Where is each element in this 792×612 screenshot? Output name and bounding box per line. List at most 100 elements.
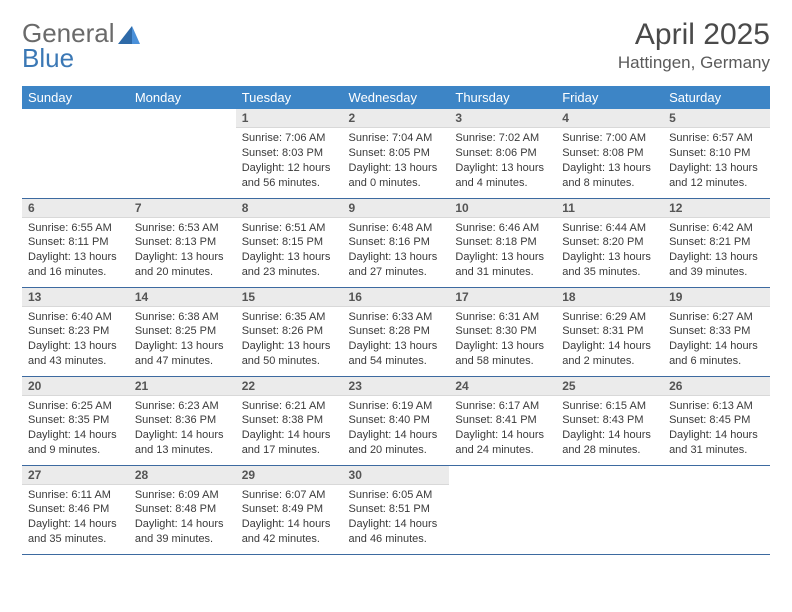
day-details: Sunrise: 6:46 AMSunset: 8:18 PMDaylight:… (449, 218, 556, 283)
day-details: Sunrise: 6:05 AMSunset: 8:51 PMDaylight:… (343, 485, 450, 550)
day-number: 6 (22, 199, 129, 218)
sunrise-text: Sunrise: 6:29 AM (562, 310, 657, 325)
calendar-cell: 11Sunrise: 6:44 AMSunset: 8:20 PMDayligh… (556, 198, 663, 286)
day-number: 17 (449, 288, 556, 307)
sunrise-text: Sunrise: 7:06 AM (242, 131, 337, 146)
day-details: Sunrise: 7:06 AMSunset: 8:03 PMDaylight:… (236, 128, 343, 193)
day-details: Sunrise: 6:27 AMSunset: 8:33 PMDaylight:… (663, 307, 770, 372)
daylight-text: and 54 minutes. (349, 354, 444, 369)
day-number: 10 (449, 199, 556, 218)
day-details: Sunrise: 6:51 AMSunset: 8:15 PMDaylight:… (236, 218, 343, 283)
day-details: Sunrise: 6:11 AMSunset: 8:46 PMDaylight:… (22, 485, 129, 550)
daylight-text: and 39 minutes. (135, 532, 230, 547)
sunset-text: Sunset: 8:21 PM (669, 235, 764, 250)
daylight-text: and 16 minutes. (28, 265, 123, 280)
calendar-cell: 12Sunrise: 6:42 AMSunset: 8:21 PMDayligh… (663, 198, 770, 286)
day-details: Sunrise: 6:25 AMSunset: 8:35 PMDaylight:… (22, 396, 129, 461)
sunrise-text: Sunrise: 6:57 AM (669, 131, 764, 146)
daylight-text: and 20 minutes. (349, 443, 444, 458)
day-details: Sunrise: 6:09 AMSunset: 8:48 PMDaylight:… (129, 485, 236, 550)
daylight-text: Daylight: 14 hours (242, 517, 337, 532)
day-details: Sunrise: 6:15 AMSunset: 8:43 PMDaylight:… (556, 396, 663, 461)
sunset-text: Sunset: 8:28 PM (349, 324, 444, 339)
sunset-text: Sunset: 8:10 PM (669, 146, 764, 161)
sunset-text: Sunset: 8:06 PM (455, 146, 550, 161)
calendar-cell: 27Sunrise: 6:11 AMSunset: 8:46 PMDayligh… (22, 465, 129, 553)
day-header: Sunday (22, 86, 129, 109)
daylight-text: and 4 minutes. (455, 176, 550, 191)
day-details: Sunrise: 6:33 AMSunset: 8:28 PMDaylight:… (343, 307, 450, 372)
daylight-text: Daylight: 14 hours (669, 339, 764, 354)
sunrise-text: Sunrise: 6:07 AM (242, 488, 337, 503)
daylight-text: and 23 minutes. (242, 265, 337, 280)
day-number: 1 (236, 109, 343, 128)
sunset-text: Sunset: 8:13 PM (135, 235, 230, 250)
calendar-cell: 3Sunrise: 7:02 AMSunset: 8:06 PMDaylight… (449, 109, 556, 197)
calendar-cell: 1Sunrise: 7:06 AMSunset: 8:03 PMDaylight… (236, 109, 343, 197)
sunrise-text: Sunrise: 6:42 AM (669, 221, 764, 236)
day-number: 8 (236, 199, 343, 218)
day-number: 14 (129, 288, 236, 307)
daylight-text: Daylight: 13 hours (135, 250, 230, 265)
sunset-text: Sunset: 8:48 PM (135, 502, 230, 517)
daylight-text: Daylight: 13 hours (455, 339, 550, 354)
sunset-text: Sunset: 8:49 PM (242, 502, 337, 517)
day-details: Sunrise: 6:44 AMSunset: 8:20 PMDaylight:… (556, 218, 663, 283)
calendar-cell: 23Sunrise: 6:19 AMSunset: 8:40 PMDayligh… (343, 376, 450, 464)
location-label: Hattingen, Germany (618, 53, 770, 73)
day-header: Monday (129, 86, 236, 109)
sunset-text: Sunset: 8:51 PM (349, 502, 444, 517)
sunset-text: Sunset: 8:25 PM (135, 324, 230, 339)
sunrise-text: Sunrise: 6:11 AM (28, 488, 123, 503)
sunset-text: Sunset: 8:23 PM (28, 324, 123, 339)
daylight-text: and 58 minutes. (455, 354, 550, 369)
calendar-cell: 21Sunrise: 6:23 AMSunset: 8:36 PMDayligh… (129, 376, 236, 464)
daylight-text: Daylight: 14 hours (562, 339, 657, 354)
day-details: Sunrise: 6:48 AMSunset: 8:16 PMDaylight:… (343, 218, 450, 283)
day-number: 18 (556, 288, 663, 307)
daylight-text: Daylight: 14 hours (28, 517, 123, 532)
day-details: Sunrise: 7:02 AMSunset: 8:06 PMDaylight:… (449, 128, 556, 193)
calendar-cell: 2Sunrise: 7:04 AMSunset: 8:05 PMDaylight… (343, 109, 450, 197)
sunset-text: Sunset: 8:35 PM (28, 413, 123, 428)
day-details: Sunrise: 6:31 AMSunset: 8:30 PMDaylight:… (449, 307, 556, 372)
daylight-text: Daylight: 13 hours (669, 161, 764, 176)
calendar-cell: 20Sunrise: 6:25 AMSunset: 8:35 PMDayligh… (22, 376, 129, 464)
day-details: Sunrise: 6:07 AMSunset: 8:49 PMDaylight:… (236, 485, 343, 550)
daylight-text: Daylight: 13 hours (242, 250, 337, 265)
day-number: 13 (22, 288, 129, 307)
daylight-text: and 24 minutes. (455, 443, 550, 458)
daylight-text: Daylight: 12 hours (242, 161, 337, 176)
calendar-document: GeneralBlue April 2025 Hattingen, German… (0, 0, 792, 573)
calendar-cell: 19Sunrise: 6:27 AMSunset: 8:33 PMDayligh… (663, 287, 770, 375)
day-number: 21 (129, 377, 236, 396)
calendar-week: 6Sunrise: 6:55 AMSunset: 8:11 PMDaylight… (22, 198, 770, 286)
day-number: 5 (663, 109, 770, 128)
sunrise-text: Sunrise: 7:00 AM (562, 131, 657, 146)
daylight-text: Daylight: 14 hours (349, 428, 444, 443)
day-header: Wednesday (343, 86, 450, 109)
daylight-text: and 43 minutes. (28, 354, 123, 369)
daylight-text: and 35 minutes. (562, 265, 657, 280)
day-number: 29 (236, 466, 343, 485)
day-details: Sunrise: 6:21 AMSunset: 8:38 PMDaylight:… (236, 396, 343, 461)
calendar-week: 13Sunrise: 6:40 AMSunset: 8:23 PMDayligh… (22, 287, 770, 375)
daylight-text: Daylight: 13 hours (562, 161, 657, 176)
day-number: 27 (22, 466, 129, 485)
day-number: 25 (556, 377, 663, 396)
calendar-week: 27Sunrise: 6:11 AMSunset: 8:46 PMDayligh… (22, 465, 770, 553)
day-header: Friday (556, 86, 663, 109)
sunset-text: Sunset: 8:31 PM (562, 324, 657, 339)
day-number: 4 (556, 109, 663, 128)
day-header: Tuesday (236, 86, 343, 109)
calendar-cell (449, 465, 556, 553)
page-title: April 2025 (618, 18, 770, 51)
day-number: 24 (449, 377, 556, 396)
sunrise-text: Sunrise: 7:04 AM (349, 131, 444, 146)
sunrise-text: Sunrise: 6:23 AM (135, 399, 230, 414)
daylight-text: Daylight: 14 hours (28, 428, 123, 443)
day-details: Sunrise: 6:29 AMSunset: 8:31 PMDaylight:… (556, 307, 663, 372)
calendar-cell: 9Sunrise: 6:48 AMSunset: 8:16 PMDaylight… (343, 198, 450, 286)
calendar-cell (129, 109, 236, 197)
daylight-text: Daylight: 13 hours (349, 250, 444, 265)
